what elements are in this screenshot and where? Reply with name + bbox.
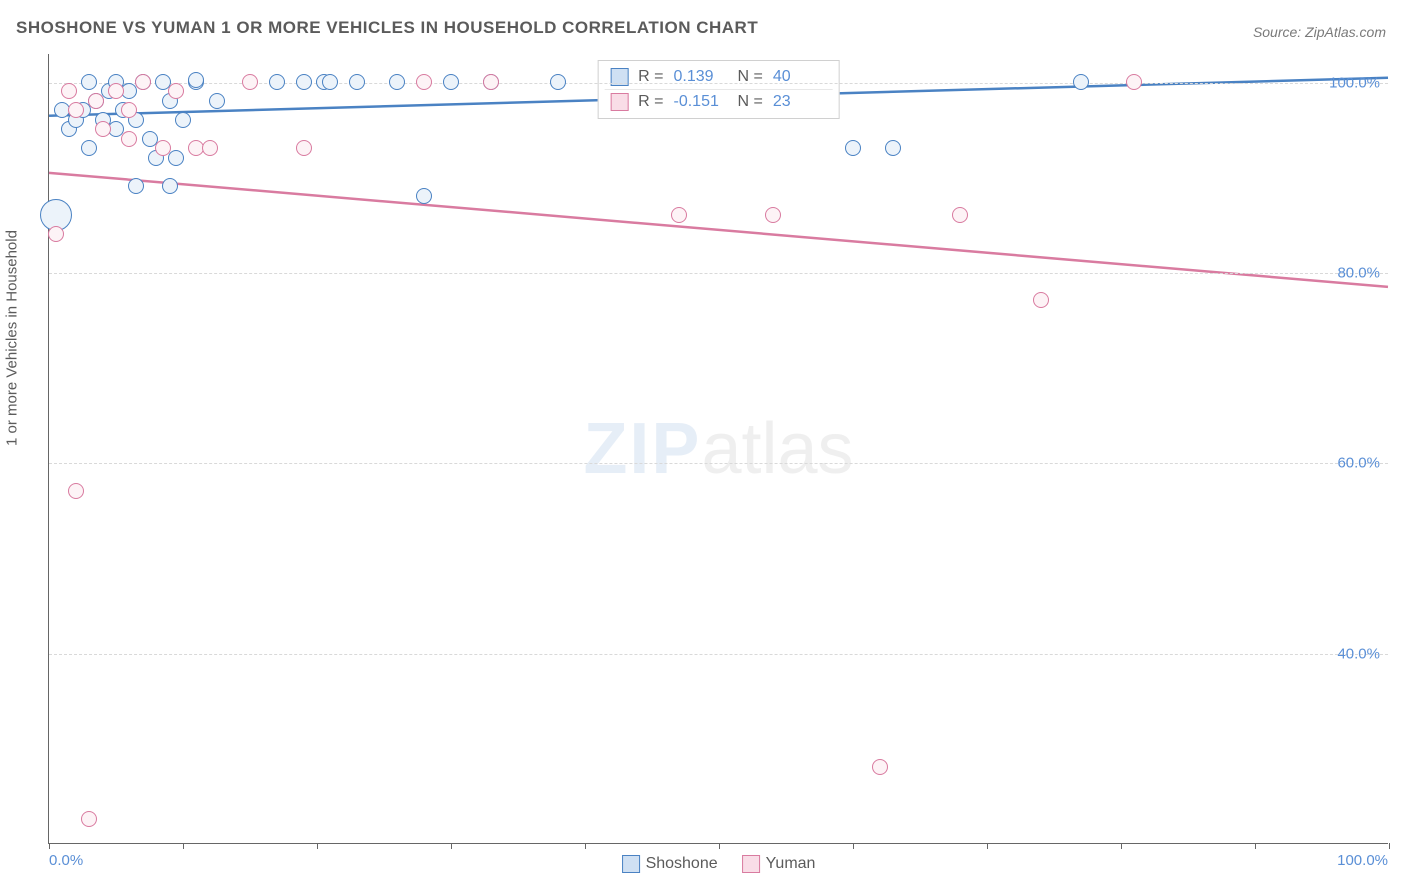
data-point — [135, 74, 151, 90]
data-point — [128, 178, 144, 194]
y-tick-label: 100.0% — [1329, 74, 1380, 91]
gridline — [49, 273, 1388, 274]
gridline — [49, 463, 1388, 464]
plot-area: ZIPatlas R =0.139N =40R =-0.151N =23 0.0… — [48, 54, 1388, 844]
data-point — [389, 74, 405, 90]
data-point — [296, 74, 312, 90]
data-point — [68, 102, 84, 118]
data-point — [242, 74, 258, 90]
chart-title: SHOSHONE VS YUMAN 1 OR MORE VEHICLES IN … — [16, 18, 758, 38]
legend-label: Yuman — [766, 855, 816, 872]
data-point — [209, 93, 225, 109]
data-point — [108, 83, 124, 99]
data-point — [168, 150, 184, 166]
x-tick — [1389, 843, 1390, 849]
data-point — [88, 93, 104, 109]
data-point — [269, 74, 285, 90]
x-tick — [853, 843, 854, 849]
data-point — [1033, 292, 1049, 308]
legend-label: Shoshone — [646, 855, 718, 872]
x-axis-max-label: 100.0% — [1337, 852, 1388, 869]
data-point — [175, 112, 191, 128]
data-point — [416, 188, 432, 204]
y-axis-label: 1 or more Vehicles in Household — [4, 230, 21, 446]
legend-swatch — [742, 855, 760, 873]
data-point — [952, 207, 968, 223]
x-tick — [1255, 843, 1256, 849]
correlation-row: R = -0.151 N = 23 — [604, 90, 833, 114]
data-point — [95, 121, 111, 137]
trend-lines — [49, 54, 1388, 843]
x-tick — [1121, 843, 1122, 849]
data-point — [81, 140, 97, 156]
data-point — [61, 83, 77, 99]
series-swatch — [610, 93, 628, 111]
data-point — [296, 140, 312, 156]
data-point — [671, 207, 687, 223]
data-point — [121, 102, 137, 118]
data-point — [81, 811, 97, 827]
data-point — [443, 74, 459, 90]
data-point — [872, 759, 888, 775]
correlation-row: R =0.139N =40 — [604, 65, 833, 90]
data-point — [1126, 74, 1142, 90]
x-tick — [49, 843, 50, 849]
data-point — [322, 74, 338, 90]
data-point — [162, 178, 178, 194]
r-label: R = — [638, 93, 663, 111]
data-point — [765, 207, 781, 223]
x-tick — [987, 843, 988, 849]
legend-swatch — [622, 855, 640, 873]
chart-container: SHOSHONE VS YUMAN 1 OR MORE VEHICLES IN … — [0, 0, 1406, 892]
r-value: -0.151 — [674, 93, 728, 111]
data-point — [81, 74, 97, 90]
x-tick — [183, 843, 184, 849]
correlation-legend: R =0.139N =40 R = -0.151 N = 23 — [597, 60, 840, 119]
data-point — [845, 140, 861, 156]
n-value: 23 — [773, 93, 827, 111]
x-tick — [585, 843, 586, 849]
data-point — [202, 140, 218, 156]
y-tick-label: 60.0% — [1337, 455, 1380, 472]
data-point — [48, 226, 64, 242]
data-point — [550, 74, 566, 90]
data-point — [885, 140, 901, 156]
data-point — [416, 74, 432, 90]
n-label: N = — [738, 93, 763, 111]
series-legend: Shoshone Yuman — [622, 855, 816, 873]
gridline — [49, 654, 1388, 655]
data-point — [168, 83, 184, 99]
source-attribution: Source: ZipAtlas.com — [1253, 24, 1386, 40]
legend-item: Yuman — [742, 855, 816, 873]
x-axis-min-label: 0.0% — [49, 852, 83, 869]
data-point — [483, 74, 499, 90]
y-tick-label: 80.0% — [1337, 264, 1380, 281]
data-point — [1073, 74, 1089, 90]
data-point — [349, 74, 365, 90]
data-point — [188, 72, 204, 88]
x-tick — [719, 843, 720, 849]
data-point — [155, 140, 171, 156]
x-tick — [317, 843, 318, 849]
x-tick — [451, 843, 452, 849]
trend-line — [49, 173, 1388, 287]
data-point — [68, 483, 84, 499]
legend-item: Shoshone — [622, 855, 718, 873]
data-point — [121, 131, 137, 147]
y-tick-label: 40.0% — [1337, 645, 1380, 662]
